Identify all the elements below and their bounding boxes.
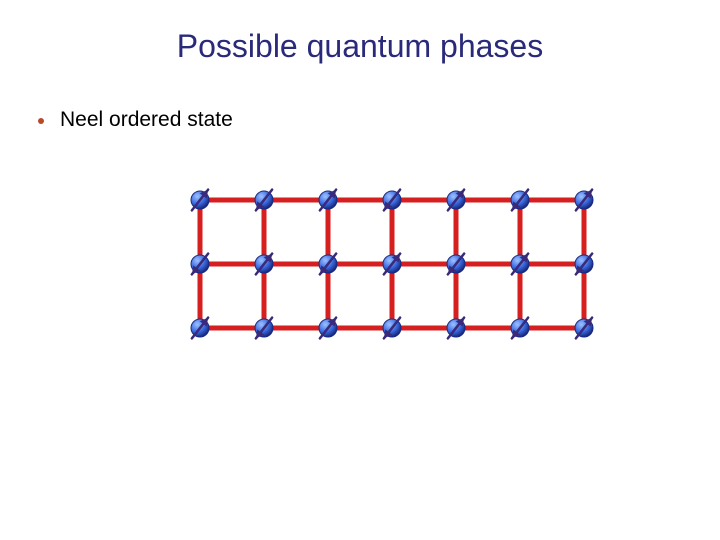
lattice-diagram [170,170,622,380]
bullet-item: Neel ordered state [38,108,233,132]
page-title: Possible quantum phases [0,28,720,65]
slide: Possible quantum phases Neel ordered sta… [0,0,720,540]
bullet-dot-icon [38,118,44,124]
lattice-svg [170,170,622,380]
bullet-text: Neel ordered state [60,108,233,132]
